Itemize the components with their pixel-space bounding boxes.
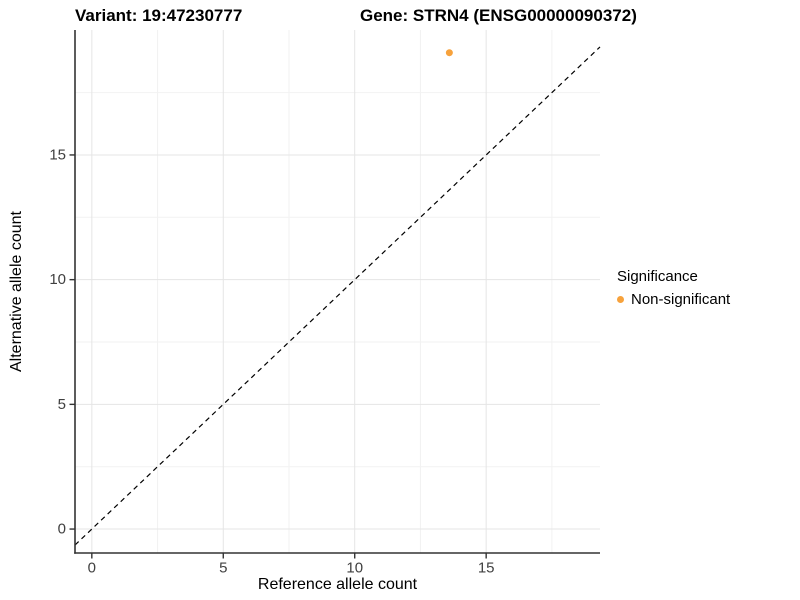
y-tick-label: 15 xyxy=(49,146,66,163)
legend: Significance Non-significant xyxy=(617,268,730,308)
x-tick-label: 5 xyxy=(219,559,227,576)
identity-reference-line xyxy=(74,46,601,546)
legend-point-swatch xyxy=(617,296,624,303)
data-point xyxy=(445,49,453,57)
x-tick-label: 0 xyxy=(88,559,96,576)
legend-item-label: Non-significant xyxy=(631,291,731,308)
y-tick-label: 0 xyxy=(58,521,66,538)
legend-item-non-significant: Non-significant xyxy=(617,291,730,308)
y-axis-title: Alternative allele count xyxy=(8,211,25,372)
x-axis-title: Reference allele count xyxy=(257,576,418,593)
plot-title-variant: Variant: 19:47230777 xyxy=(75,6,243,25)
plot-title-gene: Gene: STRN4 (ENSG00000090372) xyxy=(360,6,637,25)
x-tick-label: 10 xyxy=(346,559,363,576)
y-tick-label: 5 xyxy=(58,396,66,413)
legend-title: Significance xyxy=(617,268,698,285)
x-tick-label: 15 xyxy=(478,559,495,576)
y-tick-label: 10 xyxy=(49,271,66,288)
